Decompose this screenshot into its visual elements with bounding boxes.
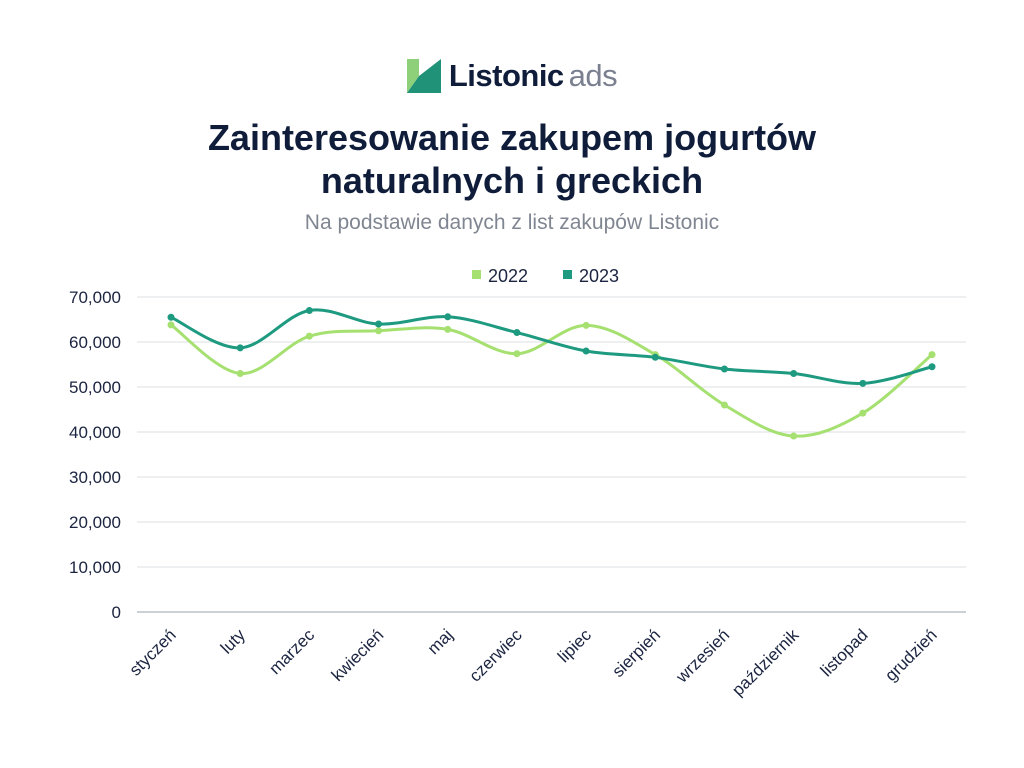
chart-title: Zainteresowanie zakupem jogurtów natural… <box>62 116 962 202</box>
x-tick-label: grudzień <box>881 625 941 685</box>
x-tick-label: sierpień <box>609 625 665 681</box>
data-point-2022 <box>790 432 798 440</box>
brand-suffix: ads <box>568 58 618 93</box>
data-point-2022 <box>305 332 313 340</box>
legend-label-2022: 2022 <box>488 266 528 286</box>
data-point-2022 <box>859 409 867 417</box>
legend-marker-2023 <box>563 270 572 279</box>
y-tick-label: 0 <box>112 603 121 622</box>
data-point-2023 <box>444 313 452 321</box>
legend-label-2023: 2023 <box>579 266 619 286</box>
y-tick-label: 30,000 <box>69 468 121 487</box>
data-point-2023 <box>305 307 313 314</box>
x-tick-label: kwiecień <box>328 625 388 685</box>
listonic-logo-icon <box>406 59 441 93</box>
data-point-2022 <box>236 370 244 377</box>
legend-marker-2022 <box>472 270 481 279</box>
chart-subtitle: Na podstawie danych z list zakupów Listo… <box>304 211 720 234</box>
y-tick-label: 70,000 <box>69 288 121 307</box>
data-point-2023 <box>651 353 659 361</box>
brand-logo: Listonic ads <box>0 58 1024 94</box>
data-point-2022 <box>375 327 383 335</box>
x-tick-label: marzec <box>265 625 318 678</box>
series-line-2023 <box>169 308 934 385</box>
data-point-2022 <box>167 321 175 329</box>
x-tick-label: lipiec <box>554 625 595 666</box>
x-tick-label: luty <box>217 625 249 657</box>
y-tick-label: 10,000 <box>69 558 121 577</box>
x-tick-label: maj <box>424 625 457 658</box>
x-tick-label: wrzesień <box>672 625 734 687</box>
x-tick-label: listopad <box>817 625 872 680</box>
data-point-2023 <box>236 344 244 352</box>
data-point-2022 <box>444 325 452 333</box>
chart-title-line-2: naturalnych i greckich <box>320 160 704 201</box>
chart-title-line-1: Zainteresowanie zakupem jogurtów <box>207 117 817 158</box>
data-point-2023 <box>167 313 175 321</box>
series-line-2022 <box>169 323 934 438</box>
data-point-2022 <box>928 351 936 359</box>
data-point-2022 <box>582 321 590 329</box>
data-point-2023 <box>513 329 521 337</box>
data-point-2023 <box>790 370 798 377</box>
data-point-2023 <box>720 365 728 373</box>
y-tick-label: 50,000 <box>69 378 121 397</box>
y-tick-label: 40,000 <box>69 423 121 442</box>
data-point-2022 <box>720 401 728 409</box>
x-tick-label: październik <box>728 625 803 700</box>
data-point-2023 <box>859 379 867 387</box>
y-tick-label: 60,000 <box>69 333 121 352</box>
data-point-2023 <box>928 363 936 371</box>
x-tick-label: styczeń <box>126 625 180 679</box>
x-tick-label: czerwiec <box>466 625 527 686</box>
data-point-2022 <box>513 350 521 358</box>
data-point-2023 <box>582 347 590 355</box>
data-point-2023 <box>375 320 383 328</box>
y-tick-label: 20,000 <box>69 513 121 532</box>
brand-name: Listonic <box>448 58 564 93</box>
